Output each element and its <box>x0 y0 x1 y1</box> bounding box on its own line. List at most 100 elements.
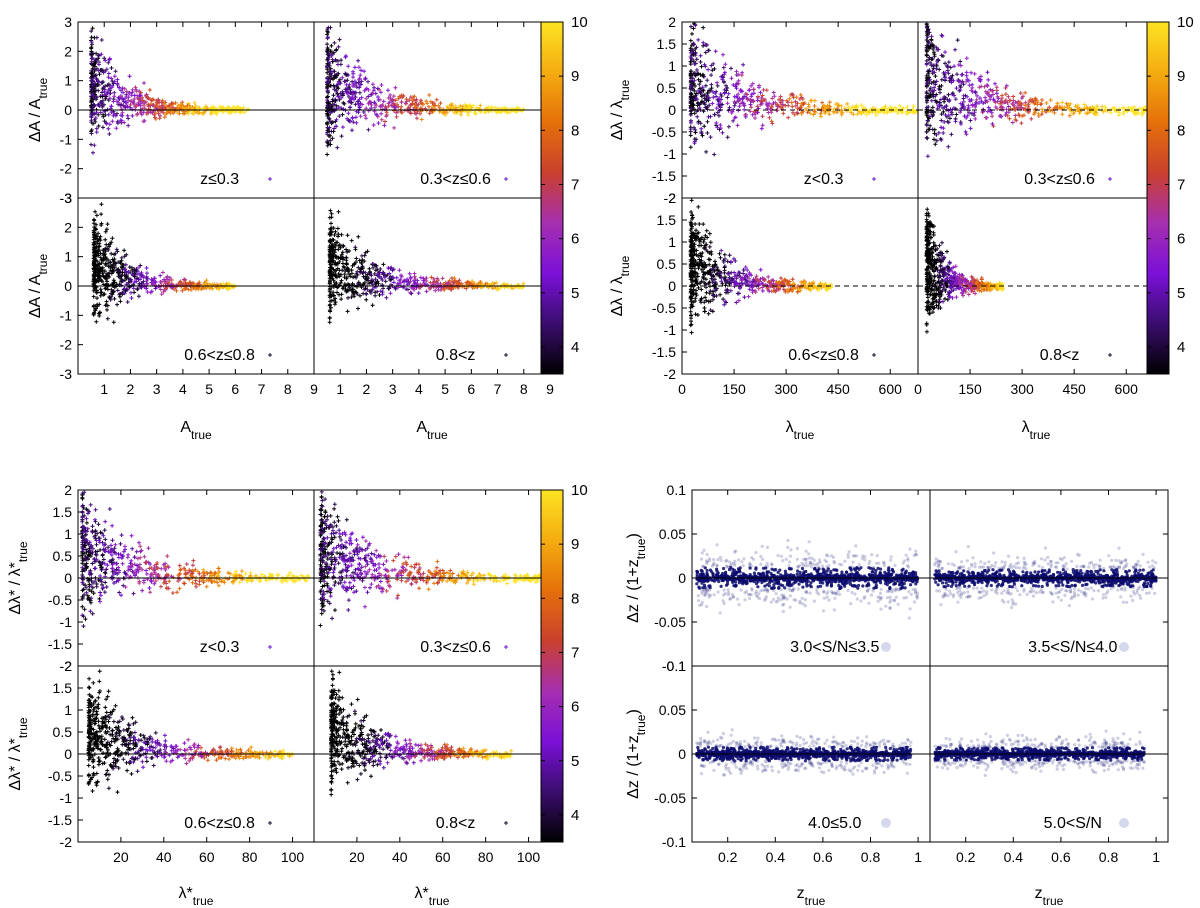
data-point <box>939 77 944 82</box>
data-point <box>334 124 339 129</box>
data-point <box>741 62 746 67</box>
data-point <box>760 114 765 119</box>
data-point <box>107 132 112 136</box>
panel-lambda-2: 0.6<z≤0.821.510.50-0.5-1-1.5-20 150 300 450… <box>652 22 1154 397</box>
data-point <box>440 276 445 281</box>
data-point <box>337 292 342 297</box>
data-point <box>698 53 703 58</box>
x-tick-label: 1 <box>100 381 108 397</box>
data-point <box>964 56 969 61</box>
data-point <box>835 110 839 115</box>
x-axis-label-base: A <box>416 419 427 436</box>
data-point <box>115 81 120 86</box>
data-point <box>370 303 375 308</box>
data-point <box>133 85 138 90</box>
y-tick-label: 3 <box>64 190 72 206</box>
data-point <box>758 267 763 272</box>
data-point <box>954 86 959 91</box>
data-point <box>367 266 372 271</box>
data-point <box>364 116 368 121</box>
data-point <box>112 112 117 117</box>
data-point <box>932 52 937 57</box>
data-point <box>934 66 939 71</box>
data-point <box>752 91 756 96</box>
data-point <box>104 121 109 126</box>
data-point <box>107 96 112 101</box>
x-axis-label-sub: true <box>191 428 212 442</box>
data-point <box>1003 92 1008 97</box>
data-point <box>963 129 968 134</box>
data-point <box>327 316 332 321</box>
data-point <box>718 292 723 297</box>
data-point <box>122 248 127 253</box>
data-point <box>109 66 114 70</box>
data-point <box>130 87 135 92</box>
data-point <box>689 330 694 335</box>
data-point <box>1040 107 1045 112</box>
data-point <box>110 119 115 124</box>
y-axis-label-sub: true <box>618 79 632 100</box>
data-point <box>94 290 99 295</box>
data-point <box>91 150 95 155</box>
data-point <box>771 90 776 95</box>
data-point <box>346 64 351 69</box>
y-tick-label: 3 <box>64 14 72 30</box>
y-tick-label: -2 <box>664 366 677 382</box>
data-point <box>953 97 958 102</box>
data-point <box>790 277 795 282</box>
data-point <box>713 49 718 54</box>
y-axis-label: ΔA / Atrue <box>27 78 50 143</box>
data-point <box>937 84 942 89</box>
data-point <box>98 287 103 292</box>
data-point <box>89 131 94 136</box>
data-point <box>714 121 719 125</box>
data-point <box>167 103 171 108</box>
data-point <box>141 110 146 115</box>
data-point <box>102 89 107 94</box>
y-tick-label: 2 <box>64 43 72 59</box>
data-point <box>116 100 121 105</box>
data-point <box>144 112 149 116</box>
data-point <box>356 306 360 311</box>
data-point <box>89 103 94 108</box>
data-point <box>1006 94 1011 99</box>
data-point <box>939 33 944 38</box>
data-point <box>708 289 713 293</box>
colorbar-tick-label: 5 <box>571 285 579 302</box>
x-axis-label: Atrue <box>416 419 448 442</box>
data-point <box>1040 98 1044 102</box>
data-point <box>344 255 349 260</box>
data-point <box>109 110 114 115</box>
data-point <box>789 100 794 105</box>
data-point <box>127 265 132 270</box>
colorbar-tick-label: 9 <box>571 68 579 85</box>
data-point <box>391 280 396 285</box>
data-point <box>769 119 774 124</box>
data-point <box>145 290 150 294</box>
data-point <box>339 134 344 139</box>
y-axis-label-base: ΔA / A <box>27 274 44 318</box>
data-point <box>118 93 123 98</box>
data-point <box>93 209 98 214</box>
data-point <box>985 70 990 75</box>
data-point <box>726 91 731 96</box>
data-point <box>347 105 352 110</box>
data-point <box>358 114 363 119</box>
data-point <box>115 249 120 254</box>
data-point <box>144 266 149 270</box>
data-point <box>126 123 131 128</box>
data-point <box>749 94 754 99</box>
data-point <box>418 275 423 280</box>
legend-marker <box>268 177 272 181</box>
data-point <box>106 88 111 92</box>
panel-label: 0.6<z≤0.8 <box>788 347 859 364</box>
data-point <box>712 152 717 157</box>
data-point <box>726 124 731 129</box>
data-point <box>943 61 947 66</box>
y-tick-label: -1 <box>60 131 73 147</box>
data-point <box>371 123 376 127</box>
data-point <box>121 90 125 95</box>
data-point <box>162 115 167 120</box>
data-point <box>349 238 354 243</box>
y-axis-label-base: ΔA / A <box>27 98 44 142</box>
